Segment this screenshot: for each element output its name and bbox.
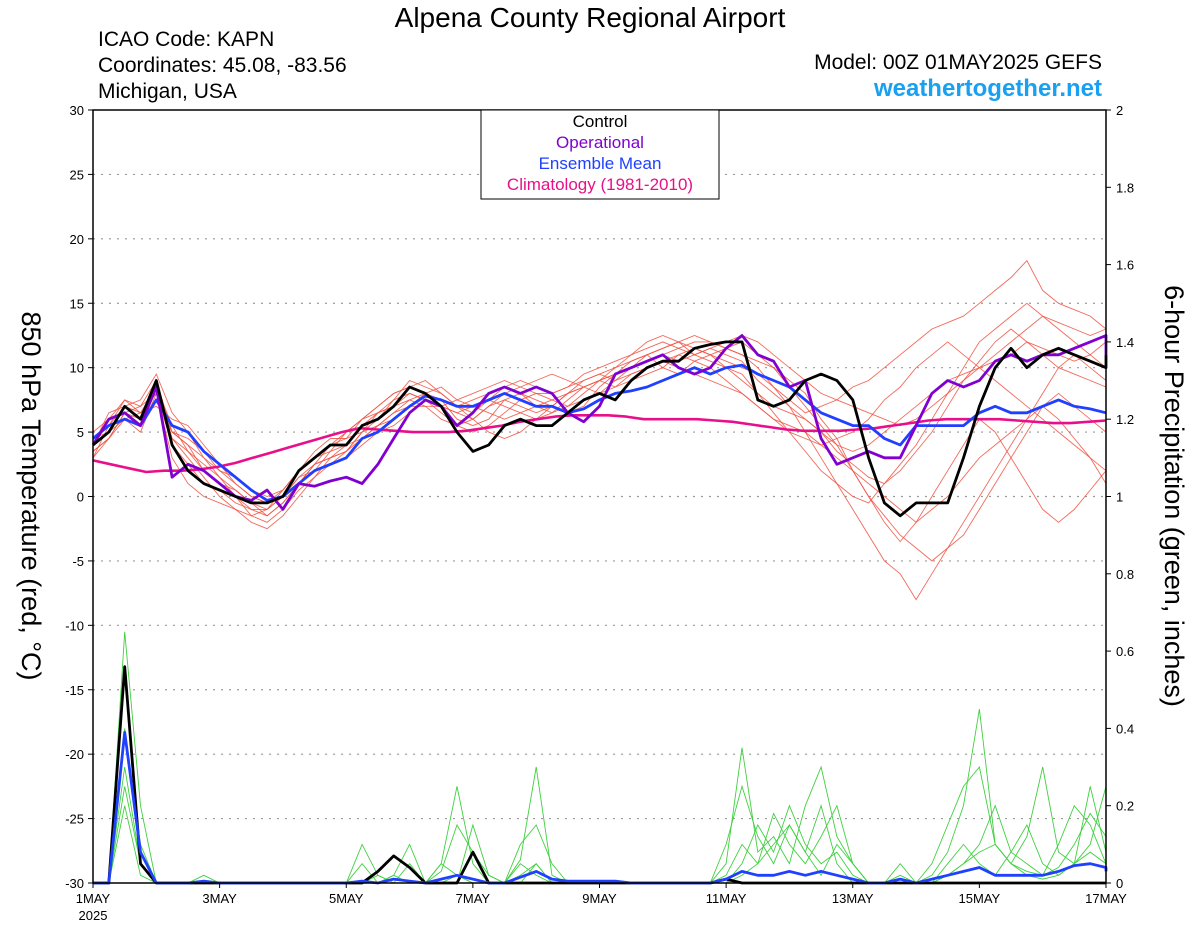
member-precip-line	[93, 709, 1107, 884]
icao-code: ICAO Code: KAPN	[98, 28, 275, 51]
model-run: Model: 00Z 01MAY2025 GEFS	[814, 51, 1102, 74]
legend-operational: Operational	[556, 133, 644, 152]
coordinates: Coordinates: 45.08, -83.56	[98, 54, 347, 77]
right-tick-label: 1.6	[1116, 258, 1134, 273]
left-tick-label: -5	[72, 554, 84, 569]
member-precip-line	[93, 631, 1107, 884]
x-tick-label: 7MAY	[456, 891, 491, 906]
left-tick-label: 10	[70, 361, 84, 376]
left-tick-label: -25	[65, 812, 84, 827]
x-tick-label: 13MAY	[832, 891, 874, 906]
left-tick-label: -10	[65, 618, 84, 633]
left-tick-label: 20	[70, 232, 84, 247]
right-tick-label: 0	[1116, 876, 1123, 891]
operational-line	[91, 334, 1108, 511]
control-precip-line	[93, 665, 1106, 885]
member-temp-line	[92, 341, 1107, 601]
ensemble-mean-precip-line	[93, 730, 1108, 885]
left-tick-label: 0	[77, 490, 84, 505]
left-axis-title: 850 hPa Temperature (red, °C)	[16, 312, 46, 681]
right-axis-ticks: 2 1.8 1.6 1.4 1.2 1 0.8 0.6 0.4 0.2 0	[1106, 103, 1134, 891]
member-temp-lines	[92, 259, 1107, 601]
x-tick-label: 15MAY	[959, 891, 1001, 906]
x-tick-sublabel: 2025	[79, 908, 108, 923]
x-tick-label: 3MAY	[202, 891, 237, 906]
climatology-line	[92, 413, 1107, 474]
right-tick-label: 1.8	[1116, 180, 1134, 195]
left-tick-label: -15	[65, 683, 84, 698]
member-precip-lines	[93, 631, 1107, 884]
right-tick-label: 2	[1116, 103, 1123, 118]
member-temp-line	[92, 315, 1107, 510]
region: Michigan, USA	[98, 80, 237, 103]
plot-frame	[92, 109, 1107, 884]
member-temp-line	[92, 341, 1107, 523]
left-tick-label: 30	[70, 103, 84, 118]
right-tick-label: 1.2	[1116, 412, 1134, 427]
legend: Control Operational Ensemble Mean Climat…	[480, 109, 720, 200]
legend-control: Control	[573, 112, 628, 131]
left-tick-label: 5	[77, 425, 84, 440]
legend-climatology: Climatology (1981-2010)	[507, 175, 693, 194]
legend-box	[480, 109, 720, 200]
x-tick-label: 17MAY	[1085, 891, 1127, 906]
left-axis-ticks: 30 25 20 15 10 5 0 -5 -10 -15 -20 -25 -30	[65, 103, 93, 891]
x-tick-label: 5MAY	[329, 891, 364, 906]
main-series-lines	[91, 334, 1108, 885]
x-tick-label: 9MAY	[582, 891, 617, 906]
right-tick-label: 1	[1116, 490, 1123, 505]
chart-title: Alpena County Regional Airport	[394, 2, 786, 33]
x-tick-label: 1MAY	[76, 891, 111, 906]
right-tick-label: 1.4	[1116, 335, 1134, 350]
right-tick-label: 0.4	[1116, 721, 1134, 736]
left-tick-label: 15	[70, 296, 84, 311]
legend-ensemble-mean: Ensemble Mean	[539, 154, 662, 173]
x-axis-ticks: 1MAY 2025 3MAY 5MAY 7MAY 9MAY 11MAY 13MAY 15MAY 1…	[76, 883, 1127, 923]
right-tick-label: 0.2	[1116, 799, 1134, 814]
site-name: weathertogether.net	[873, 75, 1102, 102]
member-temp-line	[92, 341, 1107, 543]
left-tick-label: 25	[70, 167, 84, 182]
member-precip-line	[93, 805, 1107, 884]
grid-lines	[93, 173, 1106, 820]
ensemble-mean-line	[92, 363, 1107, 502]
right-tick-label: 0.8	[1116, 567, 1134, 582]
member-temp-line	[92, 335, 1107, 562]
control-line	[92, 340, 1108, 518]
right-tick-label: 0.6	[1116, 644, 1134, 659]
member-precip-line	[93, 747, 1107, 884]
member-temp-line	[92, 302, 1107, 517]
member-precip-line	[93, 766, 1107, 884]
right-axis-title: 6-hour Precipitation (green, inches)	[1159, 285, 1189, 707]
left-tick-label: -20	[65, 747, 84, 762]
left-tick-label: -30	[65, 876, 84, 891]
x-tick-label: 11MAY	[706, 891, 747, 906]
